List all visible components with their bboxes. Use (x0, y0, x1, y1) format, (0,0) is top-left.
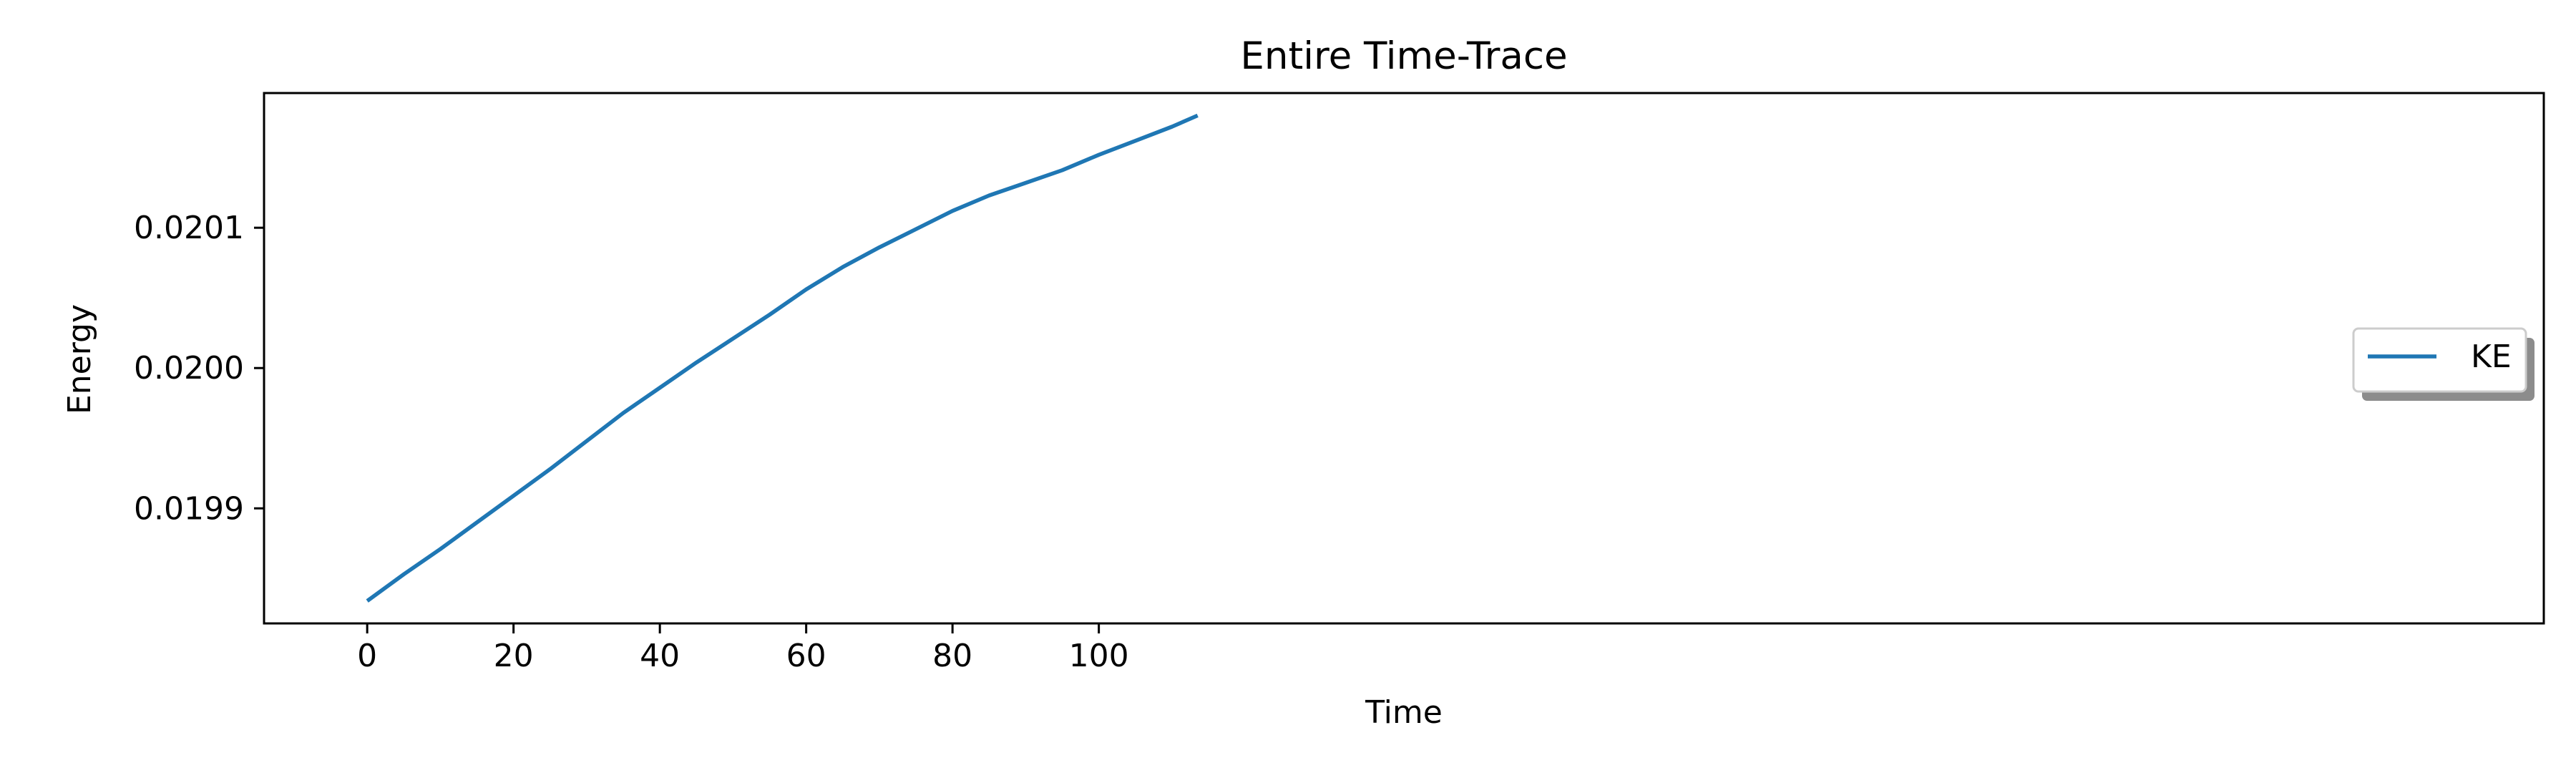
x-axis-label: Time (1365, 694, 1443, 731)
y-axis-label: Energy (62, 304, 98, 414)
legend-label-ke: KE (2471, 339, 2512, 375)
x-tick-label: 20 (494, 638, 534, 674)
x-tick-label: 80 (932, 638, 972, 674)
plot-area (366, 113, 1199, 603)
y-tick-label: 0.0199 (134, 490, 244, 527)
x-tick-label: 0 (357, 638, 377, 674)
legend: KE (2352, 327, 2534, 401)
axes-frame (263, 92, 2545, 625)
y-tick-label: 0.0200 (134, 350, 244, 386)
legend-box (2352, 327, 2527, 393)
x-tick-label: 40 (640, 638, 680, 674)
tick-layer: 0 20 40 60 80 100 0.0199 0.0200 0.0201 (134, 210, 1129, 674)
x-tick-label: 100 (1069, 638, 1129, 674)
y-tick-label: 0.0201 (134, 210, 244, 246)
x-tick-label: 60 (786, 638, 826, 674)
series-line-ke (366, 113, 1199, 603)
chart-title: Entire Time-Trace (1240, 34, 1567, 78)
